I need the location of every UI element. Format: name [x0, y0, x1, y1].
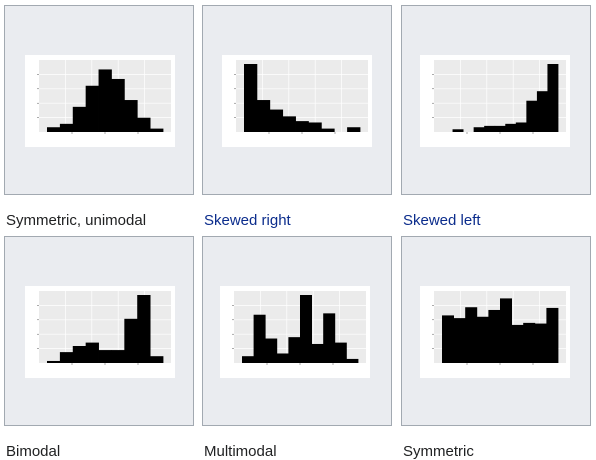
histogram-bar [150, 128, 164, 132]
histogram-bar [111, 78, 125, 132]
histogram-bar [150, 356, 164, 363]
thumbnail-frame[interactable] [4, 5, 194, 195]
histogram-bar [47, 360, 61, 363]
thumbnail-frame[interactable] [4, 236, 194, 426]
histogram-bar [476, 316, 489, 363]
histogram-svg [432, 60, 566, 134]
histogram-svg [234, 60, 368, 134]
histogram-bar [265, 338, 278, 363]
caption-symmetric: Symmetric [403, 443, 474, 460]
histogram-bar [244, 64, 258, 132]
histogram-bar [465, 307, 478, 363]
histogram-bar [137, 117, 151, 132]
histogram-bar [523, 322, 536, 363]
histogram-bar [256, 100, 271, 132]
histogram-symmetric-unimodal [25, 55, 175, 147]
histogram-bar [546, 307, 559, 363]
histogram-bar [515, 122, 527, 132]
histogram-bar [547, 64, 559, 132]
histogram-bar [452, 129, 464, 132]
histogram-bar [269, 109, 284, 132]
histogram-bar [85, 342, 99, 363]
histogram-bar [334, 342, 347, 363]
histogram-bimodal [25, 286, 175, 378]
histogram-bar [111, 350, 125, 363]
histogram-svg [37, 291, 171, 365]
histogram-bar [484, 125, 496, 132]
histogram-bar [526, 100, 538, 132]
histogram-bar [98, 350, 112, 363]
histogram-svg [232, 291, 366, 365]
caption-link-skewed-right[interactable]: Skewed right [204, 212, 291, 229]
histogram-bar [494, 125, 506, 132]
histogram-bar [473, 127, 485, 132]
histogram-bar [442, 315, 454, 363]
histogram-bar [534, 323, 547, 363]
histogram-bar [300, 295, 312, 363]
histogram-bar [453, 318, 466, 363]
histogram-bar [308, 122, 322, 132]
histogram-skewed-left [420, 55, 570, 147]
histogram-bar [72, 106, 87, 132]
histogram-bar [276, 353, 289, 363]
caption-link-skewed-left[interactable]: Skewed left [403, 212, 481, 229]
histogram-bar [137, 295, 151, 363]
histogram-bar [282, 116, 296, 132]
histogram-bar [500, 298, 512, 363]
thumbnail-frame[interactable] [202, 236, 392, 426]
thumbnail-frame[interactable] [202, 5, 392, 195]
caption-multimodal: Multimodal [204, 443, 277, 460]
histogram-bar [59, 352, 74, 363]
thumbnail-frame[interactable] [401, 5, 591, 195]
thumbnail-frame[interactable] [401, 236, 591, 426]
histogram-bar [124, 100, 138, 132]
histogram-skewed-right [222, 55, 372, 147]
histogram-bar [72, 346, 87, 363]
histogram-bar [321, 128, 335, 132]
histogram-bar [311, 343, 324, 363]
caption-bimodal: Bimodal [6, 443, 61, 460]
histogram-bar [536, 91, 548, 132]
histogram-bar [288, 337, 301, 363]
histogram-svg [37, 60, 171, 134]
histogram-bar [347, 127, 361, 132]
histogram-bar [59, 123, 74, 132]
histogram-bar [511, 324, 524, 363]
histogram-bar [85, 85, 99, 132]
histogram-bar [295, 121, 309, 132]
histogram-svg [432, 291, 566, 365]
histogram-bar [47, 127, 61, 132]
caption-symmetric-unimodal: Symmetric, unimodal [6, 212, 147, 229]
histogram-bar [98, 69, 112, 132]
histogram-bar [505, 123, 517, 132]
histogram-bar [346, 358, 359, 363]
histogram-bar [242, 356, 254, 363]
histogram-multimodal [220, 286, 370, 378]
histogram-bar [488, 309, 501, 363]
histogram-bar [124, 318, 138, 363]
histogram-bar [253, 314, 266, 363]
histogram-bar [323, 313, 336, 363]
histogram-symmetric [420, 286, 570, 378]
